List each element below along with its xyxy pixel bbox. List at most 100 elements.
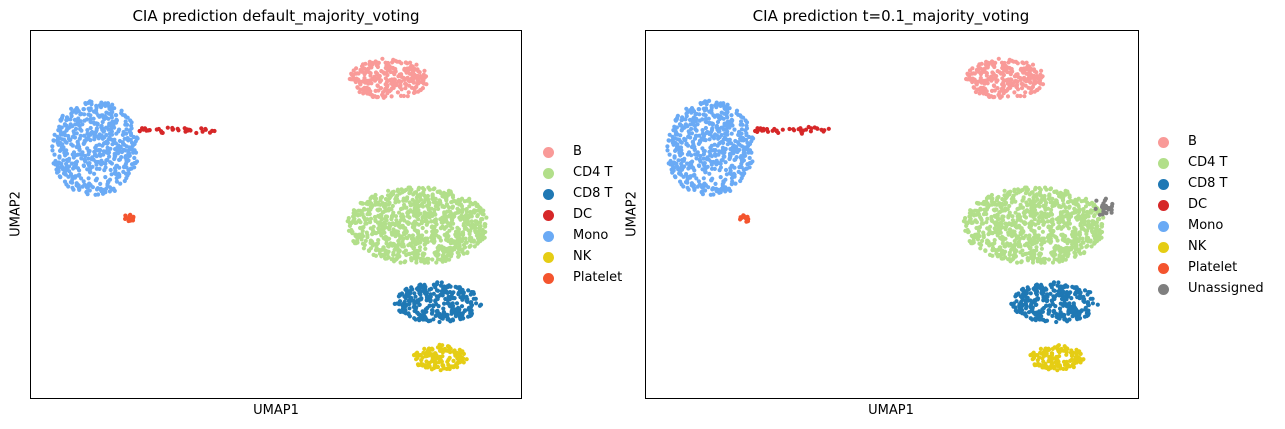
data-point bbox=[387, 221, 392, 226]
data-point bbox=[402, 202, 407, 207]
data-point bbox=[1057, 259, 1062, 264]
data-point bbox=[446, 246, 451, 251]
data-point bbox=[1055, 238, 1060, 243]
data-point bbox=[456, 251, 461, 256]
data-point bbox=[814, 126, 820, 131]
data-point bbox=[469, 235, 474, 240]
data-point bbox=[109, 161, 114, 166]
data-point bbox=[421, 350, 426, 355]
data-point bbox=[203, 126, 208, 132]
data-point bbox=[345, 219, 350, 224]
data-point bbox=[62, 130, 67, 135]
data-point bbox=[1049, 351, 1054, 356]
data-point bbox=[674, 144, 680, 150]
data-point bbox=[712, 166, 717, 171]
data-point bbox=[672, 165, 677, 170]
data-point bbox=[451, 296, 456, 301]
data-point bbox=[723, 146, 728, 151]
data-point bbox=[432, 224, 437, 229]
data-point bbox=[671, 142, 676, 147]
data-point bbox=[1079, 199, 1084, 204]
data-point bbox=[431, 291, 436, 296]
data-point bbox=[1062, 362, 1068, 367]
data-point bbox=[665, 148, 670, 153]
data-point bbox=[1077, 356, 1082, 361]
data-point bbox=[1073, 251, 1078, 256]
data-point bbox=[457, 347, 462, 352]
data-point bbox=[725, 132, 730, 137]
data-point bbox=[446, 357, 451, 362]
data-point bbox=[984, 78, 989, 83]
data-point bbox=[1068, 290, 1073, 295]
chart-title: CIA prediction t=0.1_majority_voting bbox=[752, 7, 1030, 25]
data-point bbox=[1045, 219, 1051, 224]
data-point bbox=[88, 132, 93, 137]
data-point bbox=[976, 212, 981, 217]
data-point bbox=[175, 126, 180, 131]
data-point bbox=[1036, 221, 1041, 226]
data-point bbox=[373, 253, 379, 258]
data-point bbox=[1028, 202, 1033, 207]
data-point bbox=[56, 142, 61, 147]
data-point bbox=[674, 125, 679, 130]
data-point bbox=[115, 147, 120, 152]
data-point bbox=[96, 192, 101, 197]
series-b bbox=[964, 56, 1046, 100]
data-point bbox=[1078, 251, 1083, 256]
data-point bbox=[412, 301, 417, 306]
data-point bbox=[731, 147, 736, 152]
legend-marker bbox=[543, 168, 554, 179]
data-point bbox=[72, 117, 77, 122]
data-point bbox=[1027, 79, 1032, 84]
data-point bbox=[731, 143, 736, 148]
data-point bbox=[376, 201, 381, 207]
data-point bbox=[106, 111, 111, 116]
data-point bbox=[70, 180, 75, 185]
data-point bbox=[1023, 301, 1028, 307]
data-point bbox=[450, 318, 456, 323]
data-point bbox=[1049, 207, 1054, 212]
data-point bbox=[102, 168, 107, 173]
data-point bbox=[1064, 290, 1069, 295]
data-point bbox=[434, 260, 439, 265]
data-point bbox=[361, 246, 366, 251]
data-point bbox=[729, 113, 734, 118]
data-point bbox=[423, 197, 428, 202]
data-point bbox=[430, 196, 435, 201]
series-cd4-t bbox=[345, 185, 489, 265]
data-point bbox=[826, 126, 831, 131]
data-point bbox=[376, 238, 381, 243]
data-point bbox=[382, 230, 387, 235]
data-point bbox=[676, 158, 681, 163]
data-point bbox=[408, 64, 413, 69]
data-point bbox=[103, 175, 108, 180]
data-point bbox=[703, 138, 708, 143]
data-point bbox=[456, 254, 461, 259]
data-point bbox=[424, 359, 429, 364]
data-point bbox=[729, 176, 735, 181]
data-point bbox=[87, 188, 92, 193]
data-point bbox=[712, 136, 717, 141]
data-point bbox=[401, 242, 406, 247]
data-point bbox=[1006, 60, 1011, 65]
data-point bbox=[107, 106, 112, 111]
data-point bbox=[97, 142, 102, 147]
data-point bbox=[1080, 236, 1085, 241]
data-point bbox=[691, 166, 696, 171]
data-point bbox=[431, 366, 436, 371]
data-point bbox=[467, 204, 472, 209]
data-point bbox=[692, 123, 698, 128]
data-point bbox=[112, 137, 117, 142]
data-point bbox=[422, 242, 427, 247]
data-point bbox=[981, 212, 986, 217]
data-point bbox=[716, 136, 721, 141]
data-point bbox=[1051, 253, 1056, 258]
data-point bbox=[1101, 209, 1106, 214]
data-point bbox=[1094, 224, 1099, 229]
data-point bbox=[1002, 188, 1007, 193]
data-point bbox=[1089, 244, 1094, 249]
data-point bbox=[1065, 189, 1070, 194]
data-point bbox=[415, 355, 420, 360]
data-point bbox=[108, 146, 113, 151]
data-point bbox=[724, 105, 729, 111]
